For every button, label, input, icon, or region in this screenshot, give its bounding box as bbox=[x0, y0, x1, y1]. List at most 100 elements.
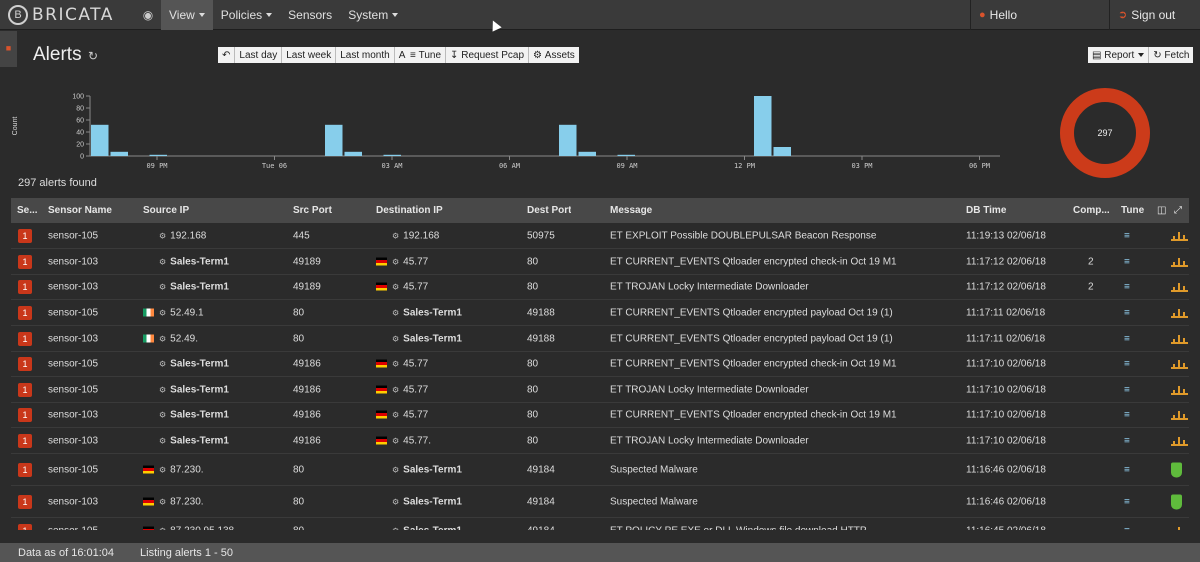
tune-icon[interactable]: ≡ bbox=[1124, 281, 1130, 293]
message[interactable]: ET TROJAN Locky Intermediate Downloader bbox=[610, 281, 809, 293]
table-row[interactable]: 1 sensor-103 ⚙ 52.49. 80 ⚙ Sales-Term1 49188 ET … bbox=[11, 326, 1189, 352]
sign-out-button[interactable]: ➲ Sign out bbox=[1110, 0, 1200, 30]
chart-report-icon[interactable] bbox=[1171, 359, 1188, 369]
table-row[interactable]: 1 sensor-103 ⚙ 87.230. 80 ⚙ Sales-Term1 49184 Su… bbox=[11, 486, 1189, 518]
source-ip[interactable]: ⚙ Sales-Term1 bbox=[143, 384, 229, 395]
table-row[interactable]: 1 sensor-103 ⚙ Sales-Term1 49189 ⚙ 45.77 80 ET C… bbox=[11, 249, 1189, 275]
brand[interactable]: B BRICATA bbox=[0, 0, 135, 30]
last-week-button[interactable]: Last week bbox=[282, 47, 337, 63]
destination-ip[interactable]: ⚙Sales-Term1 bbox=[376, 496, 462, 507]
asset-gear-icon[interactable]: ⚙ bbox=[392, 359, 400, 369]
asset-gear-icon[interactable]: ⚙ bbox=[159, 257, 167, 266]
globe-icon[interactable]: ◉ bbox=[142, 7, 154, 22]
asset-gear-icon[interactable]: ⚙ bbox=[392, 334, 400, 343]
asset-gear-icon[interactable]: ⚙ bbox=[392, 526, 399, 530]
destination-ip[interactable]: ⚙ 45.77 bbox=[376, 410, 428, 421]
chart-report-icon[interactable] bbox=[1171, 436, 1188, 446]
asset-gear-icon[interactable]: ⚙ bbox=[392, 385, 400, 394]
source-ip[interactable]: ⚙ Sales-Term1 bbox=[143, 282, 229, 293]
shield-icon[interactable] bbox=[1171, 462, 1182, 477]
fetch-button[interactable]: ↻ Fetch bbox=[1149, 47, 1194, 63]
destination-ip[interactable]: ⚙Sales-Term1 bbox=[376, 333, 462, 344]
asset-gear-icon[interactable]: ⚙ bbox=[159, 385, 167, 394]
asset-gear-icon[interactable]: ⚙ bbox=[392, 410, 400, 420]
chart-report-icon[interactable] bbox=[1171, 257, 1188, 267]
table-row[interactable]: 1 sensor-103 ⚙ Sales-Term1 49186 ⚙ 45.77. 80 ET … bbox=[11, 428, 1189, 454]
source-ip[interactable]: ⚙ Sales-Term1 bbox=[143, 435, 229, 446]
nav-system[interactable]: System bbox=[340, 0, 406, 30]
user-menu[interactable]: ● Hello bbox=[971, 0, 1109, 30]
table-row[interactable]: 1 sensor-105 ⚙ 87.230. 80 ⚙ Sales-Term1 49184 Su… bbox=[11, 454, 1189, 486]
tune-icon[interactable]: ≡ bbox=[1124, 384, 1130, 395]
col-db-time[interactable]: DB Time bbox=[966, 205, 1007, 216]
destination-ip[interactable]: ⚙ 45.77 bbox=[376, 256, 428, 267]
col-tune[interactable]: Tune bbox=[1121, 205, 1145, 216]
source-ip[interactable]: ⚙ 87.230.95.138 bbox=[143, 525, 234, 530]
asset-gear-icon[interactable]: ⚙ bbox=[159, 465, 167, 474]
tune-icon[interactable]: ≡ bbox=[1124, 435, 1130, 446]
asset-gear-icon[interactable]: ⚙ bbox=[159, 526, 166, 530]
col-dest-port[interactable]: Dest Port bbox=[527, 205, 572, 216]
asset-gear-icon[interactable]: ⚙ bbox=[159, 308, 167, 317]
tune-icon[interactable]: ≡ bbox=[1124, 358, 1130, 370]
tune-icon[interactable]: ≡ bbox=[1124, 409, 1130, 421]
chart-report-icon[interactable] bbox=[1171, 282, 1188, 292]
message[interactable]: ET TROJAN Locky Intermediate Downloader bbox=[610, 384, 809, 395]
table-row[interactable]: 1 sensor-103 ⚙ Sales-Term1 49186 ⚙ 45.77 80 ET C… bbox=[11, 403, 1189, 428]
col-comp[interactable]: Comp... bbox=[1073, 205, 1110, 216]
asset-gear-icon[interactable]: ⚙ bbox=[392, 465, 400, 474]
asset-gear-icon[interactable]: ⚙ bbox=[159, 497, 167, 506]
assets-button[interactable]: ⚙ Assets bbox=[529, 47, 579, 63]
asset-gear-icon[interactable]: ⚙ bbox=[159, 359, 167, 369]
col-severity[interactable]: Se... bbox=[17, 205, 38, 216]
source-ip[interactable]: ⚙ 87.230. bbox=[143, 496, 204, 507]
source-ip[interactable]: ⚙ Sales-Term1 bbox=[143, 410, 229, 421]
table-row[interactable]: 1 sensor-105 ⚙ 52.49.1 80 ⚙ Sales-Term1 49188 ET… bbox=[11, 300, 1189, 326]
last-month-button[interactable]: Last month bbox=[336, 47, 395, 63]
chart-report-icon[interactable] bbox=[1171, 526, 1188, 530]
col-sensor-name[interactable]: Sensor Name bbox=[48, 205, 112, 216]
table-row[interactable]: 1 sensor-105 ⚙ Sales-Term1 49186 ⚙ 45.77 80 ET T… bbox=[11, 377, 1189, 403]
alerts-histogram[interactable]: Count 100 80 60 40 20 0 09 PM Tue 06 03 AM 06 AM 09… bbox=[0, 86, 1010, 176]
tune-icon[interactable]: ≡ bbox=[1124, 256, 1130, 267]
alert-count-donut[interactable]: 297 bbox=[1060, 88, 1150, 178]
nav-sensors[interactable]: Sensors bbox=[280, 0, 340, 30]
col-destination-ip[interactable]: Destination IP bbox=[376, 205, 443, 216]
shield-icon[interactable] bbox=[1171, 494, 1182, 509]
chart-report-icon[interactable] bbox=[1171, 231, 1188, 241]
tune-icon[interactable]: ≡ bbox=[1124, 496, 1130, 507]
destination-ip[interactable]: ⚙ 45.77 bbox=[376, 359, 428, 370]
table-row[interactable]: 1 sensor-105 ⚙ 192.168 445 ⚙ 192.168 50975 ET EX… bbox=[11, 223, 1189, 249]
message[interactable]: Suspected Malware bbox=[610, 464, 698, 475]
source-ip[interactable]: ⚙ 52.49. bbox=[143, 333, 198, 344]
asset-gear-icon[interactable]: ⚙ bbox=[392, 308, 400, 317]
back-button[interactable]: ↶ bbox=[218, 47, 236, 63]
col-message[interactable]: Message bbox=[610, 205, 653, 216]
source-ip[interactable]: ⚙ 192.168 bbox=[143, 230, 206, 241]
refresh-icon[interactable]: ↻ bbox=[88, 49, 99, 63]
message[interactable]: ET CURRENT_EVENTS Qtloader encrypted pay… bbox=[610, 307, 893, 318]
table-row[interactable]: 1 sensor-105 ⚙ Sales-Term1 49186 ⚙ 45.77 80 ET C… bbox=[11, 352, 1189, 377]
table-row[interactable]: 1 sensor-103 ⚙ Sales-Term1 49189 ⚙ 45.77 80 ET T… bbox=[11, 275, 1189, 300]
asset-gear-icon[interactable]: ⚙ bbox=[392, 231, 400, 240]
columns-toggle-icon[interactable]: ◫ bbox=[1157, 205, 1167, 216]
asset-gear-icon[interactable]: ⚙ bbox=[159, 282, 167, 292]
destination-ip[interactable]: ⚙ 45.77. bbox=[376, 435, 431, 446]
source-ip[interactable]: ⚙ 87.230. bbox=[143, 464, 204, 475]
message[interactable]: ET CURRENT_EVENTS Qtloader encrypted pay… bbox=[610, 333, 893, 344]
col-src-port[interactable]: Src Port bbox=[293, 205, 332, 216]
expand-icon[interactable]: ⤢ bbox=[1174, 205, 1182, 216]
asset-gear-icon[interactable]: ⚙ bbox=[159, 334, 167, 343]
asset-gear-icon[interactable]: ⚙ bbox=[392, 436, 400, 445]
message[interactable]: ET TROJAN Locky Intermediate Downloader bbox=[610, 435, 809, 446]
asset-gear-icon[interactable]: ⚙ bbox=[159, 410, 167, 420]
sidebar-toggle[interactable]: ■ bbox=[0, 31, 17, 67]
tune-icon[interactable]: ≡ bbox=[1124, 464, 1130, 475]
chart-report-icon[interactable] bbox=[1171, 385, 1188, 395]
chart-report-icon[interactable] bbox=[1171, 308, 1188, 318]
tune-icon[interactable]: ≡ bbox=[1124, 230, 1130, 241]
asset-gear-icon[interactable]: ⚙ bbox=[392, 257, 400, 266]
table-row[interactable]: 1 sensor-105 ⚙ 87.230.95.138 80 ⚙ Sales-Term1 4… bbox=[11, 518, 1189, 530]
tune-icon[interactable]: ≡ bbox=[1124, 307, 1130, 318]
col-source-ip[interactable]: Source IP bbox=[143, 205, 190, 216]
